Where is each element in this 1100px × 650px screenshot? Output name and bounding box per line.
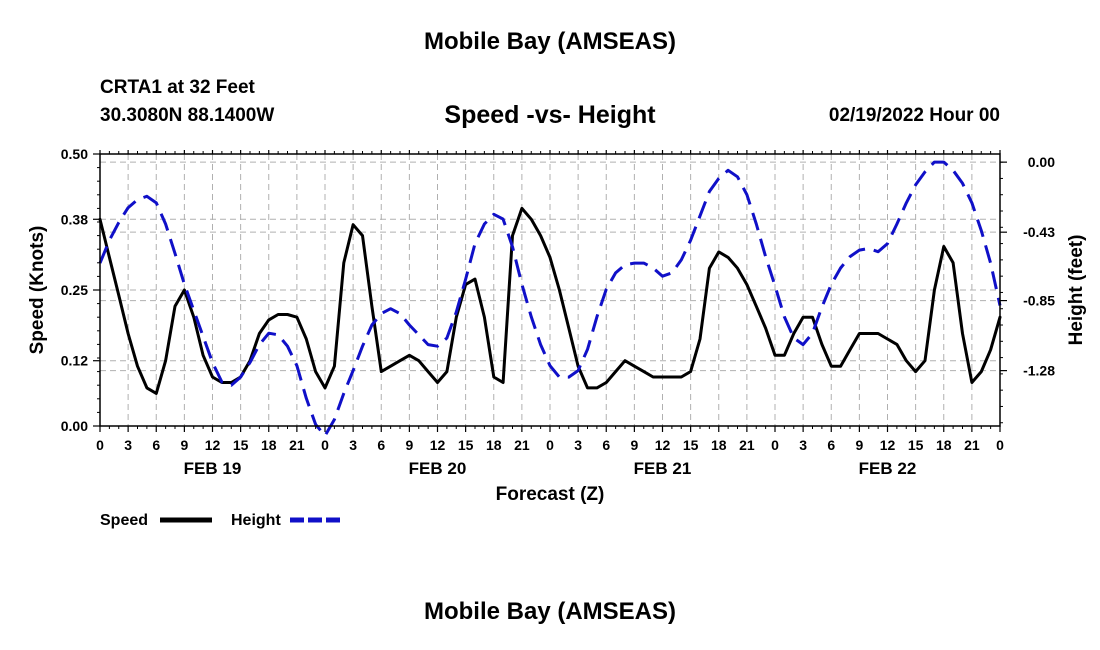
day-label: FEB 21	[634, 459, 692, 478]
grid	[100, 154, 1000, 426]
x-tick-label: 12	[205, 437, 221, 453]
x-axis-title: Forecast (Z)	[496, 484, 605, 505]
x-tick-label: 21	[514, 437, 530, 453]
y2-tick-label: -1.28	[1023, 363, 1055, 379]
x-tick-label: 6	[152, 437, 160, 453]
height-series-line	[98, 160, 1002, 438]
x-tick-label: 12	[655, 437, 671, 453]
axes	[93, 150, 1007, 432]
x-tick-label: 9	[180, 437, 188, 453]
x-tick-label: 15	[683, 437, 699, 453]
y-tick-label: 0.25	[61, 282, 88, 298]
x-tick-label: 12	[880, 437, 896, 453]
y-tick-label: 0.38	[61, 211, 88, 227]
x-tick-label: 18	[486, 437, 502, 453]
footer-title: Mobile Bay (AMSEAS)	[423, 598, 677, 625]
x-tick-label: 18	[936, 437, 952, 453]
x-tick-label: 6	[827, 437, 835, 453]
y-tick-label: 0.12	[61, 353, 88, 369]
y-tick-label: 0.00	[61, 418, 88, 434]
x-tick-label: 3	[349, 437, 357, 453]
y2-tick-label: 0.00	[1028, 154, 1055, 170]
x-tick-label: 15	[908, 437, 924, 453]
y2-axis-title: Height (feet)	[1066, 235, 1087, 346]
x-tick-label: 3	[124, 437, 132, 453]
x-tick-label: 3	[799, 437, 807, 453]
station-label: CRTA1 at 32 Feet	[100, 77, 255, 98]
x-tick-label: 6	[377, 437, 385, 453]
chart-title: Speed -vs- Height	[444, 101, 656, 129]
legend: Speed Height	[100, 512, 342, 529]
x-tick-label: 15	[458, 437, 474, 453]
page-title: Mobile Bay (AMSEAS)	[423, 28, 677, 55]
x-tick-label: 0	[996, 437, 1004, 453]
axis-labels: 0 3 6 9 12 15 18 21 0 3 6 9 12 15 18 21 0 3 6 9 12 15 18 21 0 3 6 9…	[27, 146, 1087, 505]
x-tick-label: 3	[574, 437, 582, 453]
y2-tick-label: -0.43	[1023, 224, 1055, 240]
day-label: FEB 22	[859, 459, 917, 478]
x-tick-label: 18	[711, 437, 727, 453]
x-tick-label: 12	[430, 437, 446, 453]
day-label: FEB 19	[184, 459, 242, 478]
x-tick-label: 9	[405, 437, 413, 453]
series-lines	[98, 160, 1002, 438]
x-tick-label: 9	[855, 437, 863, 453]
legend-label-height: Height	[231, 512, 281, 529]
x-tick-label: 18	[261, 437, 277, 453]
x-tick-label: 0	[546, 437, 554, 453]
x-tick-label: 9	[630, 437, 638, 453]
station-coordinates: 30.3080N 88.1400W	[100, 105, 275, 126]
x-tick-label: 0	[96, 437, 104, 453]
x-tick-label: 21	[289, 437, 305, 453]
day-label: FEB 20	[409, 459, 467, 478]
x-tick-label: 0	[771, 437, 779, 453]
x-tick-label: 6	[602, 437, 610, 453]
y-tick-label: 0.50	[61, 146, 88, 162]
x-tick-label: 15	[233, 437, 249, 453]
y2-tick-label: -0.85	[1023, 293, 1055, 309]
x-tick-label: 21	[739, 437, 755, 453]
x-tick-label: 21	[964, 437, 980, 453]
y-axis-title: Speed (Knots)	[27, 226, 48, 355]
x-tick-label: 0	[321, 437, 329, 453]
forecast-date: 02/19/2022 Hour 00	[828, 105, 1000, 126]
legend-label-speed: Speed	[100, 512, 148, 529]
